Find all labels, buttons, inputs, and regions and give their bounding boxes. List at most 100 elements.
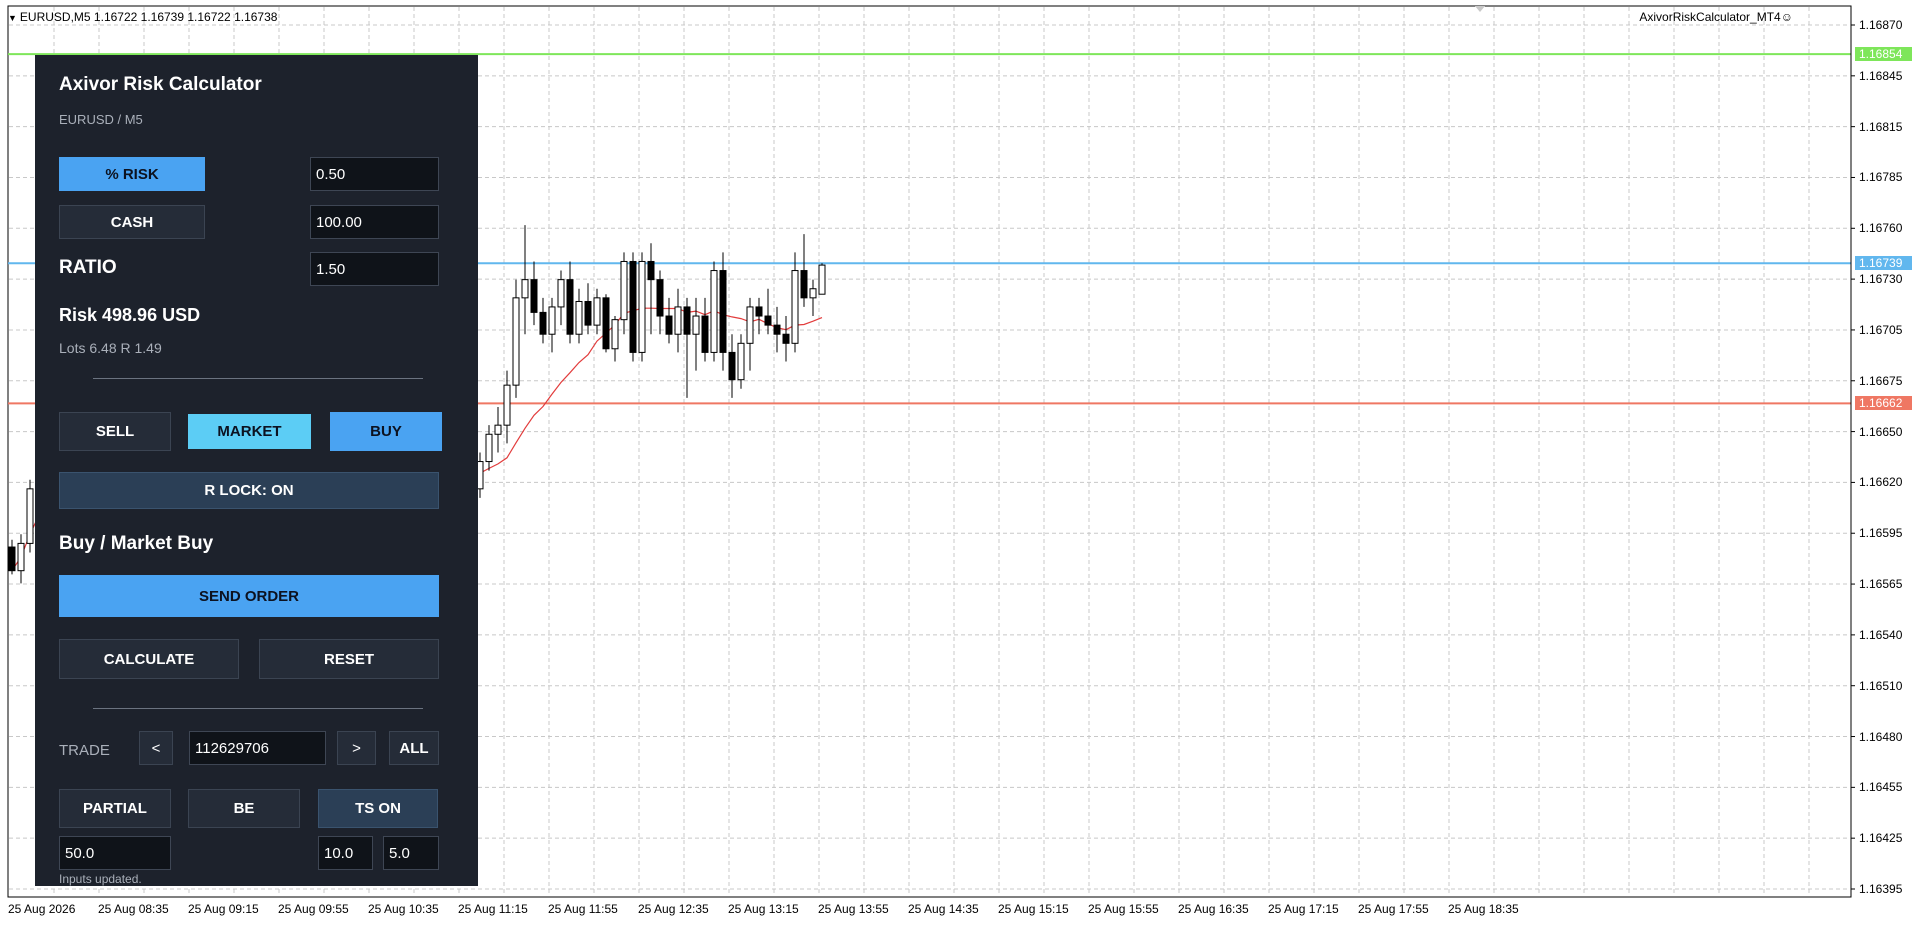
candle-body-bull (818, 264, 826, 295)
risk-percent-input[interactable]: 0.50 (310, 157, 439, 191)
candle-body-bull (521, 279, 529, 299)
calculate-button[interactable]: CALCULATE (59, 639, 239, 679)
risk-summary: Risk 498.96 USD (59, 305, 201, 325)
candle (611, 316, 619, 362)
candle-body-bull (593, 297, 601, 326)
time-tick-label: 25 Aug 14:35 (908, 902, 979, 916)
candle (782, 316, 790, 362)
candle-body-bear (602, 297, 610, 350)
candle-body-bull (557, 279, 565, 308)
ratio-label: RATIO (59, 257, 117, 278)
send-order-button[interactable]: SEND ORDER (59, 575, 439, 617)
candle-body-bear (800, 270, 808, 299)
panel-title: Axivor Risk Calculator (59, 74, 262, 95)
candle (620, 252, 628, 335)
candle-body-bull (575, 300, 583, 335)
price-tick-label: 1.16815 (1859, 119, 1903, 134)
candle-body-bull (512, 297, 520, 386)
smiley-icon[interactable]: ☺ (1780, 10, 1793, 24)
candle (791, 252, 799, 353)
price-tick-label: 1.16870 (1859, 18, 1903, 32)
buy-button[interactable]: BUY (330, 412, 442, 451)
candle-body-bull (494, 424, 502, 435)
candle-body-bear (764, 315, 772, 326)
partial-percent-input[interactable]: 50.0 (59, 836, 171, 870)
candle (764, 288, 772, 335)
time-tick-label: 25 Aug 13:55 (818, 902, 889, 916)
price-tick-label: 1.16395 (1859, 882, 1903, 896)
candle-body-bull (548, 306, 556, 335)
candle (755, 297, 763, 335)
stop-loss-price-tag: 1.16662 (1855, 396, 1912, 411)
candle (593, 288, 601, 335)
reset-button[interactable]: RESET (259, 639, 439, 679)
price-tick-label: 1.16455 (1859, 780, 1903, 795)
candle-body-bear (566, 279, 574, 335)
trade-ticket-input[interactable]: 112629706 (189, 731, 326, 765)
candle (8, 539, 16, 575)
candle (638, 252, 646, 362)
candle (692, 297, 700, 371)
candle-body-bear (629, 260, 637, 353)
candle (557, 270, 565, 326)
candle-body-bear (782, 333, 790, 344)
candle-body-bear (8, 546, 16, 572)
price-tick-label: 1.16540 (1859, 627, 1903, 642)
candle (521, 225, 529, 335)
candle (809, 279, 817, 317)
time-tick-label: 25 Aug 15:55 (1088, 902, 1159, 916)
time-tick-label: 25 Aug 10:35 (368, 902, 439, 916)
candle-body-bear (728, 351, 736, 381)
candle (26, 479, 34, 553)
price-tick-label: 1.16675 (1859, 373, 1903, 388)
percent-risk-button[interactable]: % RISK (59, 157, 205, 191)
candle-body-bear (530, 279, 538, 313)
cash-button[interactable]: CASH (59, 205, 205, 239)
candle (773, 306, 781, 353)
cash-input[interactable]: 100.00 (310, 205, 439, 239)
entry-price-tag: 1.16739 (1855, 256, 1912, 271)
candle-body-bull (692, 315, 700, 335)
symbol-info: ▼ EURUSD,M5 1.16722 1.16739 1.16722 1.167… (8, 10, 277, 24)
symbol-menu-caret-icon[interactable]: ▼ (8, 13, 17, 23)
candle (647, 243, 655, 335)
candle (575, 288, 583, 344)
time-tick-label: 25 Aug 09:55 (278, 902, 349, 916)
panel-subtitle: EURUSD / M5 (59, 112, 143, 127)
price-tick-label: 1.16845 (1859, 68, 1903, 83)
trailing-step-input[interactable]: 5.0 (383, 836, 439, 870)
trailing-start-input[interactable]: 10.0 (318, 836, 373, 870)
time-tick-label: 25 Aug 17:15 (1268, 902, 1339, 916)
ratio-input[interactable]: 1.50 (310, 252, 439, 286)
time-tick-label: 25 Aug 17:55 (1358, 902, 1429, 916)
candle (602, 294, 610, 353)
time-tick-label: 25 Aug 16:35 (1178, 902, 1249, 916)
market-button[interactable]: MARKET (188, 414, 311, 449)
break-even-button[interactable]: BE (188, 789, 300, 828)
candle-body-bull (746, 306, 754, 344)
chart-shift-marker (1475, 6, 1485, 12)
next-trade-button[interactable]: > (337, 731, 376, 765)
candle (17, 534, 25, 584)
time-tick-label: 25 Aug 18:35 (1448, 902, 1519, 916)
expert-advisor-label: AxivorRiskCalculator_MT4☺ (1639, 10, 1793, 24)
candle (530, 261, 538, 326)
sell-button[interactable]: SELL (59, 412, 171, 451)
r-lock-toggle[interactable]: R LOCK: ON (59, 472, 439, 509)
candle-body-bull (791, 270, 799, 344)
trailing-stop-toggle[interactable]: TS ON (318, 789, 438, 828)
candle-body-bull (503, 384, 511, 426)
price-tick-label: 1.16620 (1859, 475, 1903, 490)
risk-calculator-panel: Axivor Risk Calculator EURUSD / M5 % RIS… (35, 55, 478, 886)
candle-body-bull (638, 260, 646, 353)
candle (719, 252, 727, 371)
price-tick-label: 1.16730 (1859, 272, 1903, 287)
partial-close-button[interactable]: PARTIAL (59, 789, 171, 828)
order-type-label: Buy / Market Buy (59, 533, 214, 554)
price-tick-label: 1.16650 (1859, 424, 1903, 439)
all-trades-button[interactable]: ALL (389, 731, 439, 765)
candle-body-bull (674, 306, 682, 335)
previous-trade-button[interactable]: < (139, 731, 173, 765)
price-tick-label: 1.16595 (1859, 526, 1903, 541)
candle-body-bear (755, 306, 763, 317)
